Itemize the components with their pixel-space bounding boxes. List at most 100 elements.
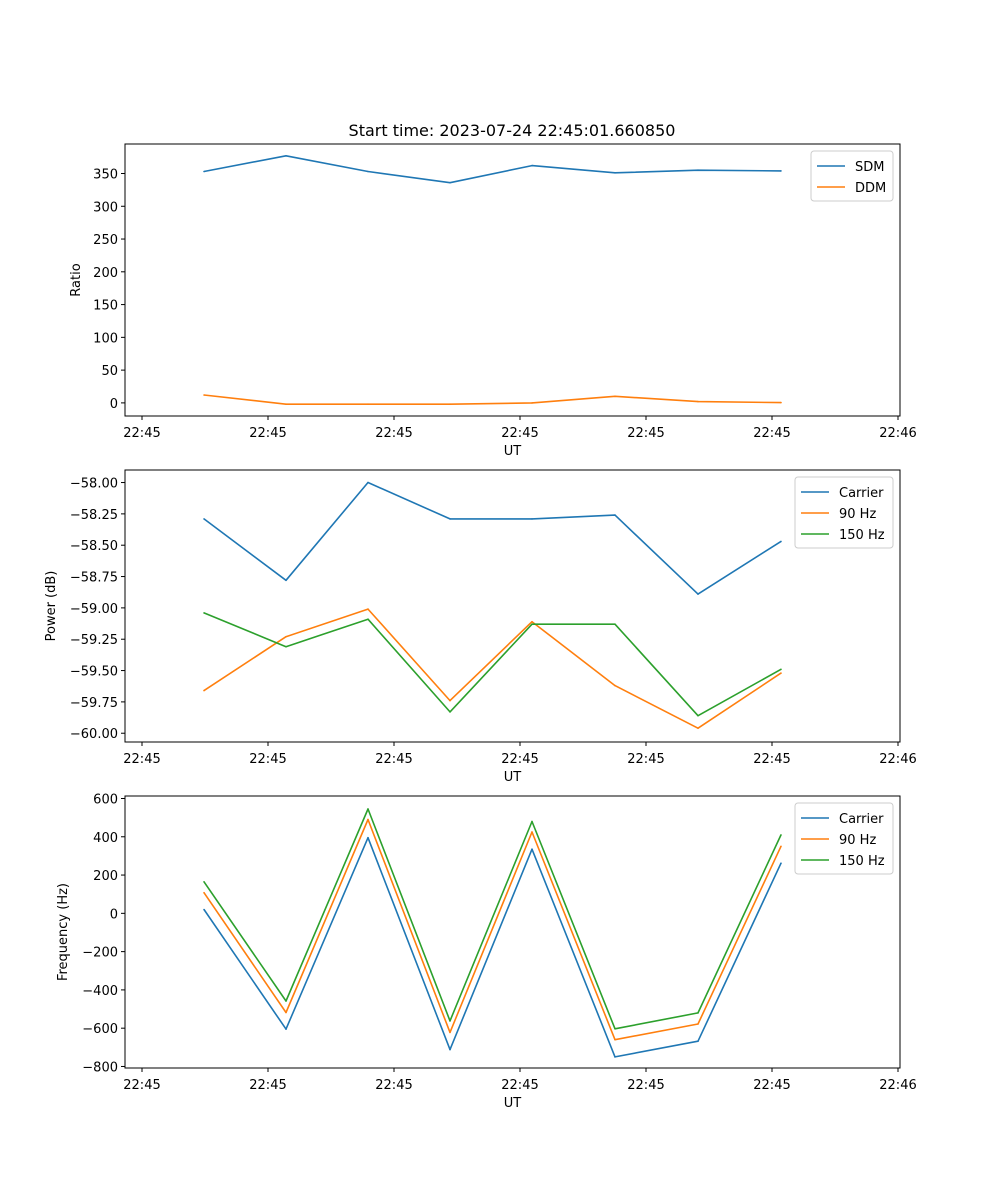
series-line-90-hz: [203, 818, 782, 1041]
data-point: [367, 618, 369, 620]
data-point: [697, 1012, 699, 1014]
data-point: [614, 1056, 616, 1058]
series-line-150-hz: [203, 808, 782, 1030]
legend-label: 150 Hz: [839, 528, 885, 543]
y-tick-label: −59.00: [70, 602, 118, 617]
subplot-2: 22:45 22:45 22:45 22:45 22:45 22:45 22:46 −60.0…: [44, 469, 917, 785]
data-point: [203, 394, 205, 396]
y-tick-label: 150: [93, 299, 118, 314]
x-tick-label: 22:46: [879, 1078, 916, 1093]
legend-label: Carrier: [839, 812, 884, 827]
x-tick-label: 22:46: [879, 752, 916, 767]
data-point: [449, 518, 451, 520]
data-point: [780, 845, 782, 848]
x-tick-label: 22:45: [375, 426, 412, 441]
y-axis-label: Power (dB): [44, 571, 59, 642]
y-tick-label: −60.00: [70, 727, 118, 742]
data-point: [697, 400, 699, 403]
data-point: [449, 699, 451, 702]
legend-box: [810, 150, 894, 202]
data-point: [367, 808, 369, 810]
legend-box: [794, 476, 894, 549]
y-tick-label: 350: [93, 167, 118, 182]
data-point: [614, 623, 616, 625]
data-point: [285, 1000, 287, 1002]
y-tick-label: −58.25: [70, 508, 118, 523]
data-point: [697, 1040, 699, 1042]
x-axis-label: UT: [504, 444, 522, 459]
y-axis-label: Ratio: [69, 263, 84, 296]
y-tick-label: −58.50: [70, 539, 118, 554]
data-point: [780, 401, 782, 404]
legend: Carrier 90 Hz 150 Hz: [794, 476, 894, 549]
series-line-carrier: [203, 836, 782, 1058]
data-point: [285, 403, 287, 406]
x-tick-label: 22:45: [123, 752, 160, 767]
x-tick-label: 22:45: [501, 426, 538, 441]
data-point: [203, 908, 205, 911]
data-point: [531, 831, 533, 833]
data-point: [285, 1028, 287, 1030]
data-point: [449, 181, 451, 184]
y-tick-label: 0: [110, 397, 118, 412]
data-point: [697, 714, 699, 717]
data-point: [614, 684, 616, 687]
axes-frame: [124, 469, 901, 743]
data-point: [285, 635, 287, 638]
legend-box: [794, 802, 894, 875]
x-tick-label: 22:45: [249, 1078, 286, 1093]
legend: Carrier 90 Hz 150 Hz: [794, 802, 894, 875]
data-point: [367, 403, 369, 406]
x-tick-label: 22:45: [249, 426, 286, 441]
data-point: [203, 891, 205, 894]
data-point: [203, 170, 205, 173]
figure-title: Start time: 2023-07-24 22:45:01.660850: [349, 121, 676, 140]
x-tick-label: 22:46: [879, 426, 916, 441]
y-tick-label: 50: [101, 364, 118, 379]
data-point: [780, 862, 782, 864]
data-point: [449, 1020, 451, 1022]
data-point: [780, 540, 782, 543]
x-tick-label: 22:45: [123, 1078, 160, 1093]
data-point: [367, 481, 369, 484]
y-tick-label: −400: [82, 984, 118, 999]
data-point: [449, 1031, 451, 1034]
data-point: [531, 820, 533, 823]
x-tick-label: 22:45: [375, 752, 412, 767]
x-axis-label: UT: [504, 1096, 522, 1111]
y-tick-label: −59.75: [70, 696, 118, 711]
data-point: [203, 881, 205, 883]
data-point: [285, 1011, 287, 1014]
x-tick-label: 22:45: [627, 752, 664, 767]
data-point: [697, 727, 699, 729]
y-tick-label: −600: [82, 1022, 118, 1037]
data-point: [531, 848, 533, 850]
legend-label: 90 Hz: [839, 833, 876, 848]
legend-label: SDM: [855, 160, 884, 175]
data-point: [614, 514, 616, 516]
y-tick-label: 0: [110, 907, 118, 922]
data-point: [531, 518, 533, 520]
data-point: [531, 623, 533, 625]
x-tick-label: 22:45: [753, 426, 790, 441]
data-point: [449, 403, 451, 406]
data-point: [449, 711, 451, 713]
data-point: [367, 170, 369, 173]
axes-frame: [124, 795, 901, 1069]
x-tick-label: 22:45: [375, 1078, 412, 1093]
data-point: [203, 612, 205, 614]
y-tick-label: 400: [93, 831, 118, 846]
x-tick-label: 22:45: [249, 752, 286, 767]
x-tick-label: 22:45: [627, 426, 664, 441]
data-point: [285, 155, 287, 157]
x-tick-label: 22:45: [123, 426, 160, 441]
data-point: [449, 1048, 451, 1051]
data-point: [285, 579, 287, 582]
data-point: [697, 169, 699, 171]
y-tick-label: 600: [93, 792, 118, 807]
x-tick-label: 22:45: [753, 752, 790, 767]
y-tick-label: −58.00: [70, 477, 118, 492]
series-line-carrier: [203, 481, 782, 595]
y-tick-label: −200: [82, 946, 118, 961]
